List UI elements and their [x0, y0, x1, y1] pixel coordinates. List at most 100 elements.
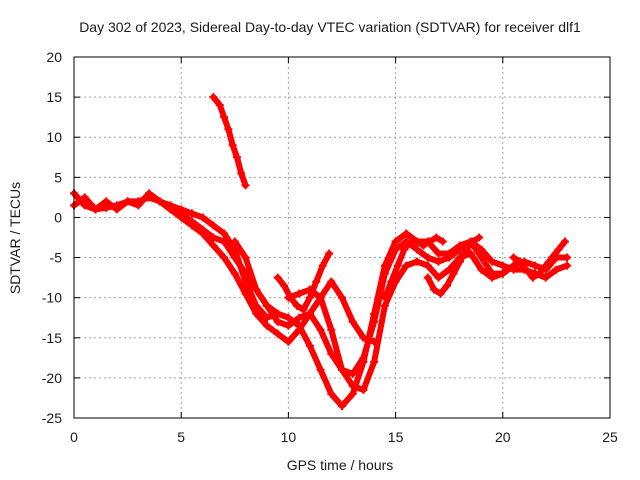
- data-point: [112, 205, 121, 214]
- x-tick-label: 20: [495, 429, 511, 445]
- grid-lines: [74, 57, 610, 418]
- y-tick-label: -15: [42, 330, 62, 346]
- data-point: [477, 253, 486, 262]
- data-point: [419, 241, 428, 250]
- data-point: [563, 253, 572, 262]
- data-point: [198, 213, 207, 222]
- data-point: [338, 401, 346, 410]
- data-point: [400, 245, 409, 254]
- data-point: [220, 229, 229, 238]
- data-point: [338, 365, 346, 374]
- data-point: [273, 273, 282, 282]
- data-point: [232, 153, 241, 162]
- x-tick-label: 25: [602, 429, 618, 445]
- data-point: [477, 245, 486, 254]
- data-point: [338, 293, 346, 302]
- data-point: [280, 281, 289, 290]
- data-point: [292, 301, 301, 310]
- data-point: [541, 273, 550, 282]
- data-point: [423, 253, 432, 262]
- y-tick-label: -20: [42, 370, 62, 386]
- data-point: [455, 257, 464, 266]
- data-point: [348, 381, 357, 390]
- data-point: [541, 261, 550, 270]
- data-point: [488, 273, 497, 282]
- data-point: [380, 301, 389, 310]
- data-point: [220, 113, 229, 122]
- data-point: [432, 233, 441, 242]
- data-point: [305, 309, 314, 318]
- data-point: [348, 389, 357, 398]
- data-point: [423, 261, 432, 270]
- data-point: [241, 253, 250, 262]
- data-point: [498, 261, 507, 270]
- data-point: [359, 353, 368, 362]
- data-point: [252, 285, 261, 294]
- series-line: [167, 202, 506, 409]
- data-point: [509, 261, 518, 270]
- data-point: [443, 281, 452, 290]
- y-tick-label: 10: [46, 129, 62, 145]
- data-point: [155, 197, 164, 206]
- data-point: [305, 293, 314, 302]
- y-tick-label: 5: [54, 169, 62, 185]
- data-point: [80, 193, 89, 202]
- data-point: [316, 293, 325, 302]
- data-point: [273, 317, 282, 326]
- data-point: [145, 189, 154, 198]
- data-point: [430, 285, 439, 294]
- data-point: [554, 245, 563, 254]
- data-point: [295, 289, 304, 298]
- data-point: [134, 201, 143, 210]
- data-point: [425, 237, 434, 246]
- data-point: [215, 101, 224, 110]
- data-point: [187, 217, 196, 226]
- y-tick-label: 0: [54, 209, 62, 225]
- data-point: [262, 313, 271, 322]
- data-point: [252, 309, 261, 318]
- data-point: [325, 249, 334, 258]
- data-point: [380, 293, 389, 302]
- data-point: [359, 385, 368, 394]
- y-tick-label: 15: [46, 89, 62, 105]
- data-point: [563, 261, 572, 270]
- y-tick-label: -5: [50, 250, 63, 266]
- y-tick-label: -25: [42, 410, 62, 426]
- data-point: [515, 257, 524, 266]
- data-point: [488, 257, 497, 266]
- data-point: [327, 349, 336, 358]
- data-point: [413, 237, 422, 246]
- data-point: [230, 237, 239, 246]
- data-point: [413, 245, 422, 254]
- x-tick-label: 5: [177, 429, 185, 445]
- data-point: [498, 269, 507, 278]
- data-point: [522, 265, 531, 274]
- x-tick-label: 0: [70, 429, 78, 445]
- x-tick-label: 15: [388, 429, 404, 445]
- y-tick-label: -10: [42, 290, 62, 306]
- y-axis-label: SDTVAR / TECUs: [7, 182, 23, 294]
- data-point: [273, 329, 282, 338]
- data-point: [393, 261, 402, 270]
- data-point: [387, 277, 396, 286]
- data-point: [477, 265, 486, 274]
- data-point: [530, 261, 539, 270]
- data-point: [370, 357, 379, 366]
- data-point: [438, 237, 447, 246]
- data-point: [434, 273, 443, 282]
- data-point: [252, 301, 261, 310]
- plot-frame: [73, 56, 611, 419]
- data-point: [220, 253, 229, 262]
- data-point: [316, 325, 325, 334]
- data-point: [198, 225, 207, 234]
- data-point: [402, 261, 411, 270]
- data-point: [436, 289, 445, 298]
- data-point: [380, 269, 389, 278]
- data-point: [475, 233, 484, 242]
- data-point: [209, 233, 218, 242]
- data-point: [318, 261, 327, 270]
- series-track-j: [509, 237, 569, 282]
- data-point: [224, 125, 233, 134]
- data-point: [391, 237, 400, 246]
